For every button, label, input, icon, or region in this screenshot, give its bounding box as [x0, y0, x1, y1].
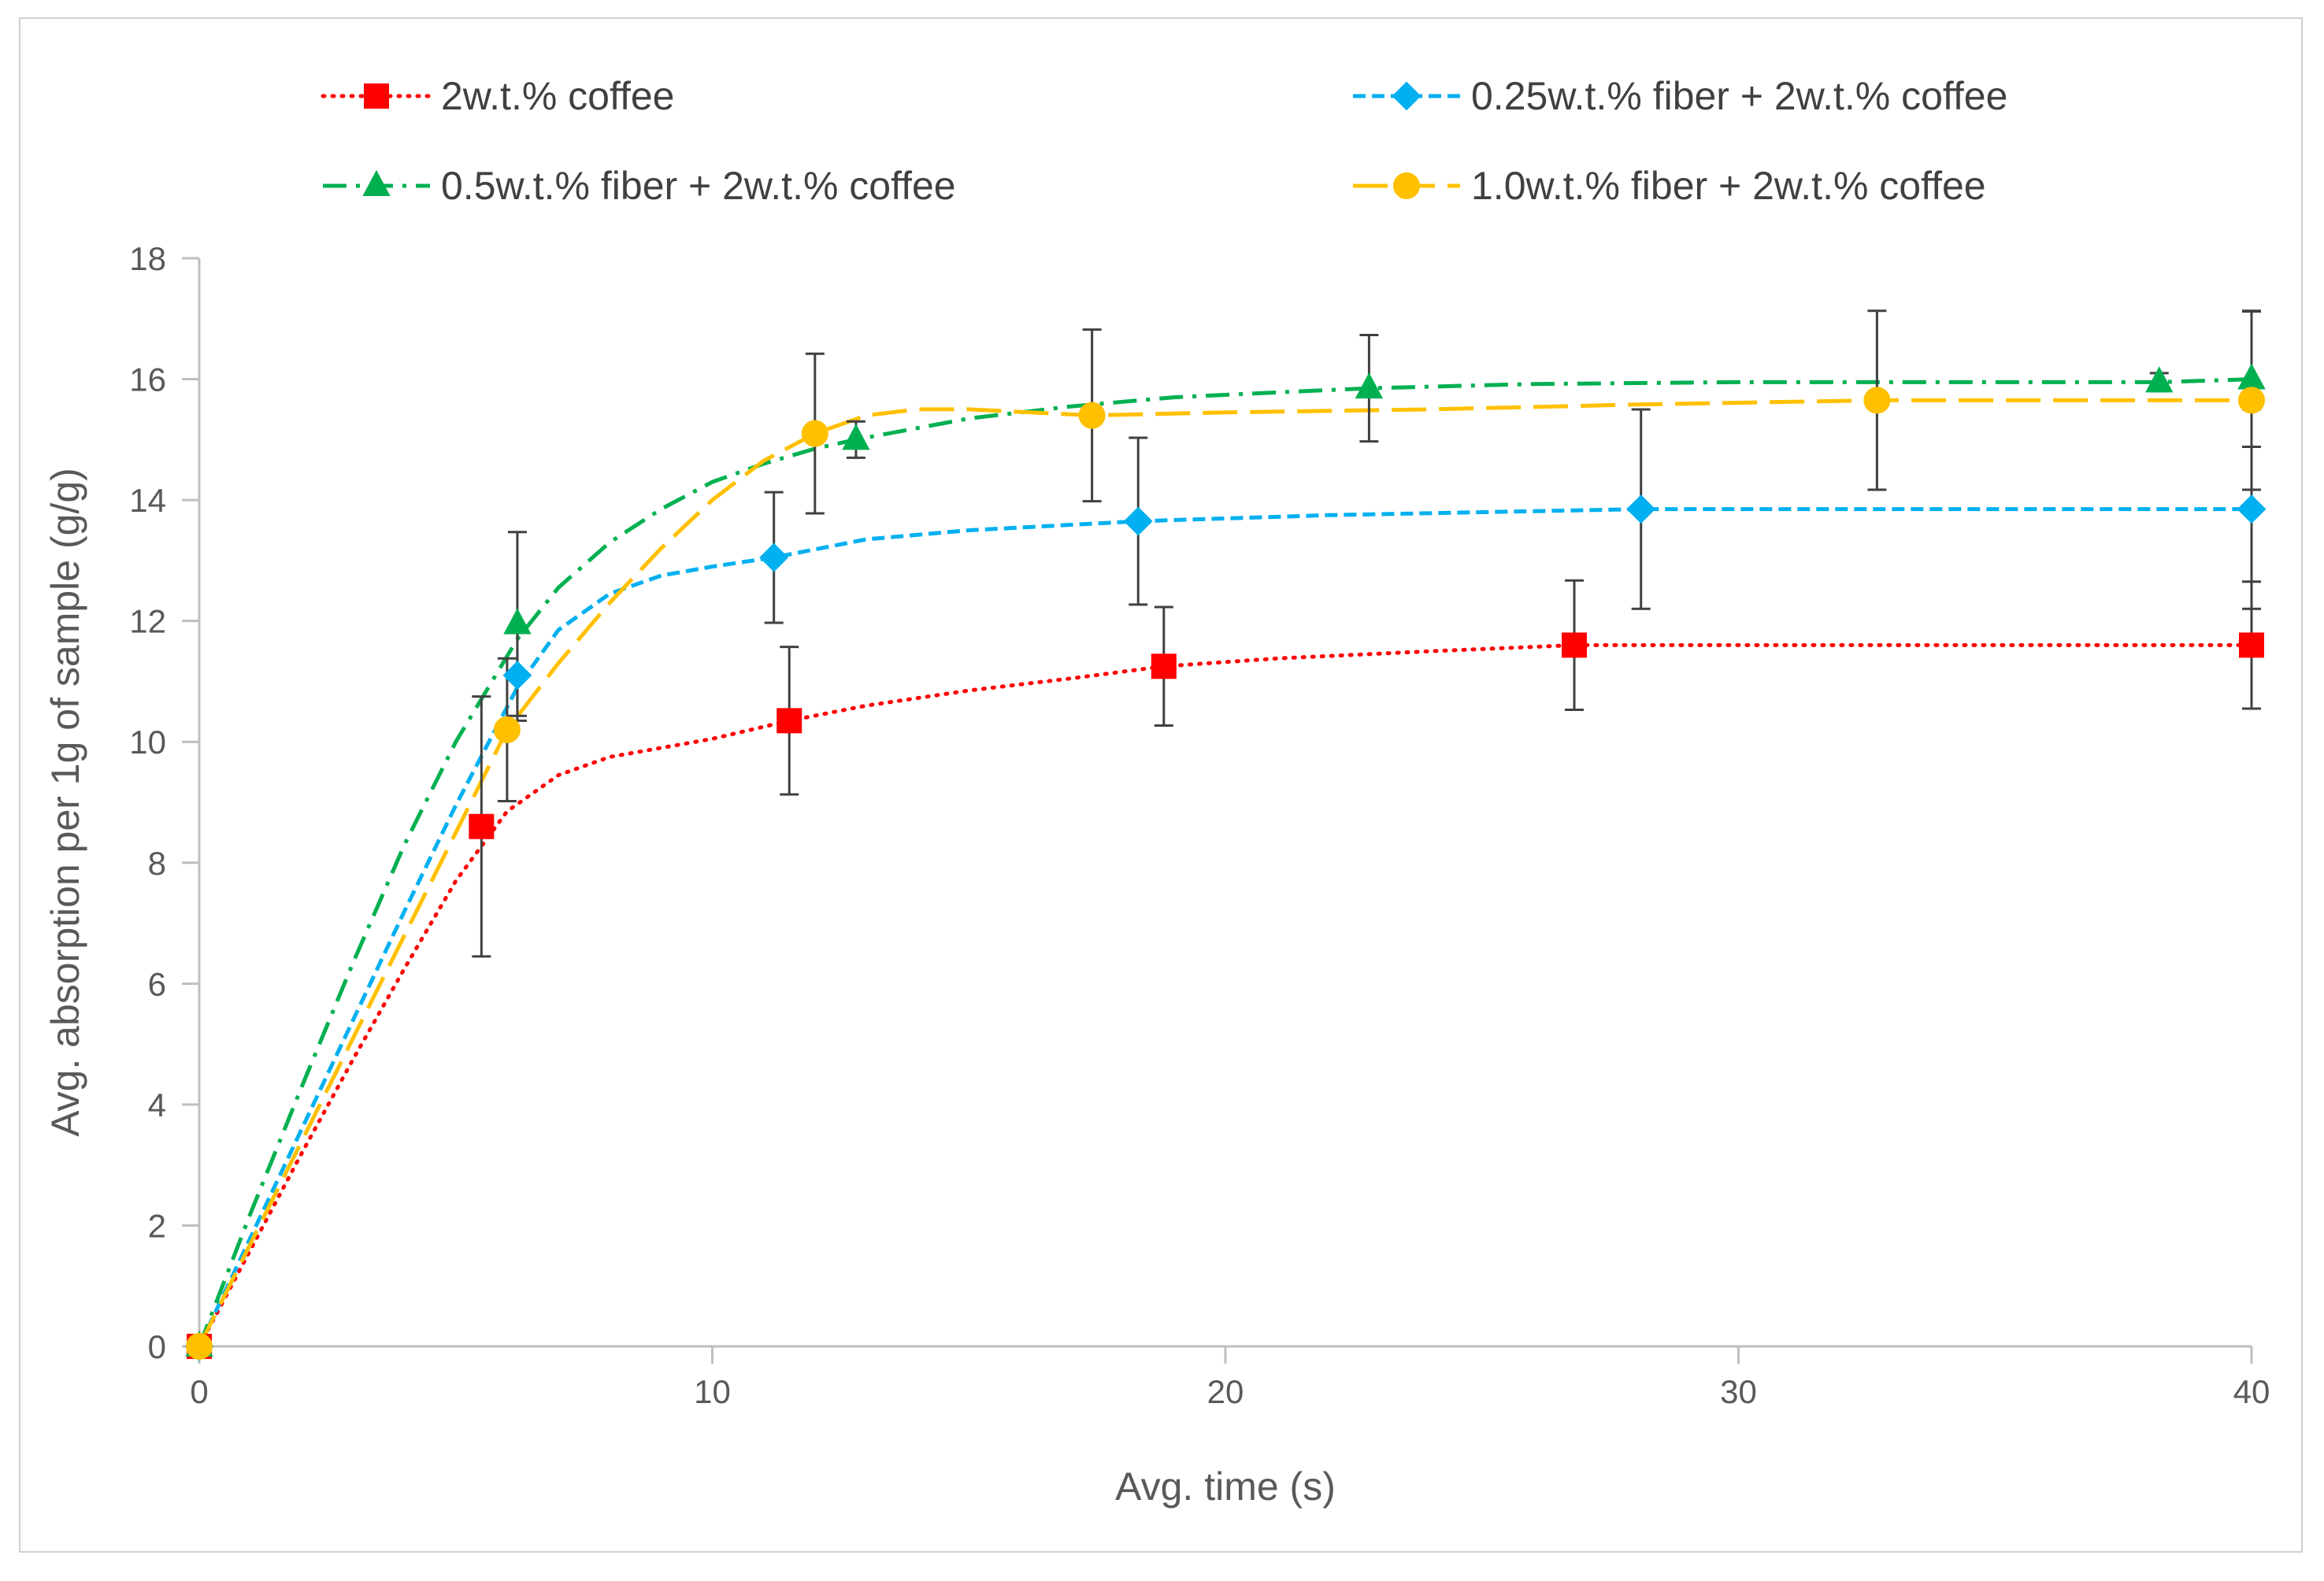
legend-series-1: 2w.t.% coffee: [321, 74, 674, 118]
y-tick-label: 0: [148, 1328, 166, 1365]
legend-series-1-label: 2w.t.% coffee: [441, 74, 674, 118]
series-2-marker: [502, 661, 532, 691]
series-markers: [184, 363, 2267, 1361]
series-4-marker: [801, 420, 828, 447]
series-4-curve: [197, 398, 2252, 1348]
legend-series-4-label: 1.0w.t.% fiber + 2w.t.% coffee: [1471, 164, 1986, 208]
x-tick-label: 10: [694, 1373, 731, 1410]
series-1-marker: [2239, 632, 2264, 658]
series-4-marker: [493, 716, 521, 743]
series-3-marker: [2145, 366, 2174, 393]
error-bars: [472, 309, 2261, 958]
series-3-marker: [1355, 372, 1384, 399]
x-tick-label: 20: [1207, 1373, 1244, 1410]
series-1-marker: [1151, 654, 1177, 679]
legend-series-4: 1.0w.t.% fiber + 2w.t.% coffee: [1353, 164, 1986, 208]
y-tick-label: 14: [129, 482, 166, 519]
legend-series-2-label: 0.25w.t.% fiber + 2w.t.% coffee: [1471, 74, 2007, 118]
series-2-curve: [197, 507, 2252, 1348]
y-tick-label: 6: [148, 965, 166, 1002]
series-3-marker: [2237, 363, 2266, 390]
series-2-marker: [1123, 506, 1153, 536]
axes: 0 2 4 6 8 10 12 14 16 18 0 10 20 30 40: [129, 240, 2270, 1410]
y-tick-label: 4: [148, 1087, 166, 1124]
series-1-curve: [197, 642, 2254, 1349]
series-2-marker: [1626, 494, 1656, 524]
series-2-marker: [759, 542, 789, 572]
legend-series-2-marker: [1392, 81, 1421, 111]
series-curves: [197, 377, 2254, 1349]
legend: 2w.t.% coffee 0.25w.t.% fiber + 2w.t.% co…: [321, 74, 2007, 208]
y-tick-label: 2: [148, 1207, 166, 1244]
legend-series-3-marker: [362, 169, 391, 196]
y-tick-label: 18: [129, 240, 166, 277]
y-tick-label: 8: [148, 845, 166, 882]
legend-series-1-marker: [364, 83, 389, 109]
series-4-marker: [186, 1333, 213, 1360]
x-tick-label: 40: [2233, 1373, 2270, 1410]
legend-series-2: 0.25w.t.% fiber + 2w.t.% coffee: [1353, 74, 2007, 118]
legend-series-3: 0.5w.t.% fiber + 2w.t.% coffee: [323, 164, 956, 208]
y-axis-title: Avg. absorption per 1g of sample (g/g): [43, 468, 87, 1137]
series-1-marker: [469, 813, 495, 839]
x-tick-label: 30: [1720, 1373, 1757, 1410]
series-1-marker: [777, 708, 802, 734]
y-tick-label: 12: [129, 603, 166, 640]
x-axis-title: Avg. time (s): [1115, 1464, 1336, 1509]
legend-series-4-marker: [1393, 172, 1420, 199]
chart-frame: [19, 17, 2303, 1553]
series-4-marker: [2238, 387, 2265, 414]
series-2-marker: [2237, 494, 2267, 524]
series-1-marker: [1562, 632, 1588, 658]
series-3-curve: [197, 377, 2252, 1347]
series-4-marker: [1078, 402, 1106, 429]
y-tick-label: 10: [129, 724, 166, 761]
y-tick-label: 16: [129, 361, 166, 398]
series-3-marker: [503, 608, 532, 635]
legend-series-3-label: 0.5w.t.% fiber + 2w.t.% coffee: [441, 164, 956, 208]
series-3-marker: [842, 424, 870, 450]
series-4-marker: [1863, 387, 1891, 414]
x-tick-label: 0: [190, 1373, 208, 1410]
